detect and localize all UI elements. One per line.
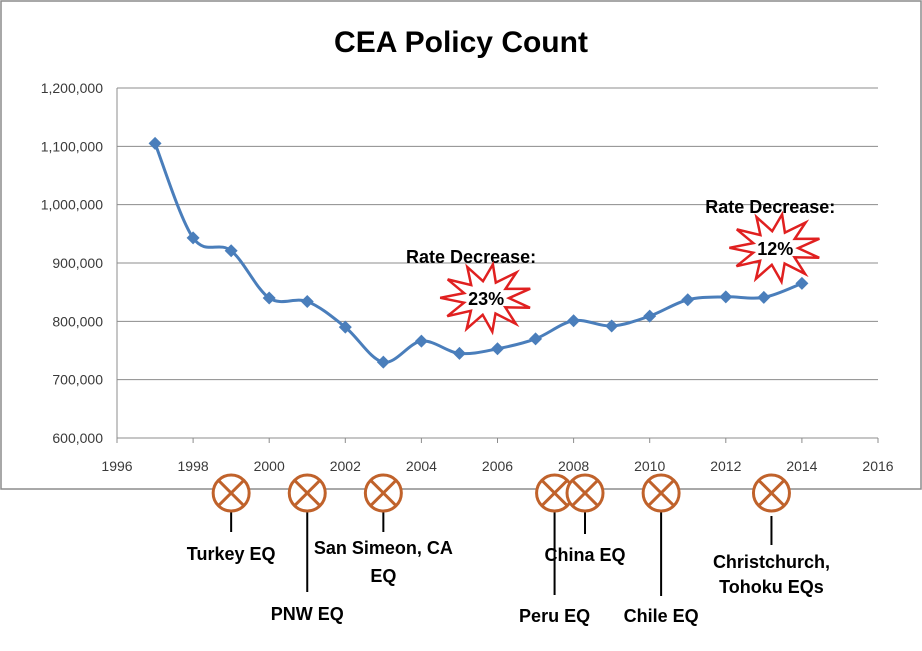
cross-stroke [369, 479, 398, 507]
x-tick-label: 2010 [634, 458, 665, 474]
x-tick-label: 1996 [101, 458, 132, 474]
rate-decrease-percent: 23% [468, 289, 504, 309]
x-tick-label: 2004 [406, 458, 437, 474]
x-tick-label: 2016 [862, 458, 893, 474]
data-point [376, 355, 390, 369]
data-point [262, 291, 276, 305]
chart-title: CEA Policy Count [334, 26, 588, 59]
y-tick-label: 800,000 [52, 313, 103, 329]
earthquake-label: Turkey EQ [187, 544, 276, 564]
x-tick-label: 1998 [178, 458, 209, 474]
data-point [719, 290, 733, 304]
gridlines [116, 87, 878, 439]
y-axis-ticks: 600,000 700,000 800,000 900,000 1,000,000 1,1… [41, 80, 104, 446]
y-tick-label: 700,000 [52, 372, 103, 388]
data-point [567, 314, 581, 328]
cross-stroke [540, 479, 569, 507]
earthquake-marker: Christchurch, Tohoku EQs [713, 473, 830, 597]
rate-decrease-percent: 12% [757, 239, 793, 259]
earthquake-label: EQ [370, 566, 396, 586]
data-point [148, 136, 162, 150]
earthquake-marker: Chile EQ [624, 473, 699, 626]
y-tick-label: 1,200,000 [41, 80, 103, 96]
y-tick-label: 1,100,000 [41, 138, 103, 154]
x-tick-label: 2014 [786, 458, 817, 474]
data-point [452, 346, 466, 360]
earthquake-marker: China EQ [545, 473, 626, 565]
earthquake-markers: Turkey EQ PNW EQ San Simeon, CA EQ Peru EQ Ch… [187, 473, 830, 626]
data-point [224, 244, 238, 258]
earthquake-label: San Simeon, CA [314, 538, 453, 558]
annotations-layer: Rate Decrease: 23% Rate Decrease: 12% [406, 197, 835, 336]
starburst-shape [439, 260, 531, 336]
data-point [300, 295, 314, 308]
earthquake-label: Chile EQ [624, 606, 699, 626]
x-axis-ticks: 1996 1998 2000 2002 2004 2006 2008 2010 2012 2014… [101, 438, 894, 474]
cross-stroke [217, 479, 245, 507]
data-point [186, 231, 200, 245]
earthquake-label: China EQ [545, 545, 626, 565]
earthquake-label: Peru EQ [519, 606, 590, 626]
data-point [414, 334, 428, 348]
data-point [491, 342, 504, 356]
x-tick-label: 2012 [710, 458, 741, 474]
cross-stroke [647, 479, 675, 507]
rate-decrease-label: Rate Decrease: [406, 247, 536, 267]
y-tick-label: 900,000 [52, 255, 103, 271]
series-layer [148, 136, 809, 369]
data-point [605, 319, 619, 333]
earthquake-marker: PNW EQ [271, 473, 344, 624]
earthquake-marker: Turkey EQ [187, 473, 276, 564]
data-point [338, 320, 352, 334]
cross-stroke [293, 479, 322, 507]
data-point [795, 276, 809, 290]
cross-stroke [757, 479, 786, 507]
earthquake-marker: San Simeon, CA EQ [314, 473, 453, 586]
earthquake-label: Christchurch, [713, 552, 830, 572]
earthquake-label: PNW EQ [271, 604, 344, 624]
data-point [757, 290, 771, 304]
data-point [529, 332, 543, 346]
y-tick-label: 1,000,000 [41, 197, 103, 213]
y-tick-label: 600,000 [52, 430, 103, 446]
x-tick-label: 2006 [482, 458, 513, 474]
earthquake-label: Tohoku EQs [719, 577, 824, 597]
data-point [681, 293, 695, 307]
starburst-shape [729, 210, 820, 286]
rate-decrease-label: Rate Decrease: [705, 197, 835, 217]
x-tick-label: 2000 [254, 458, 285, 474]
data-point [643, 309, 657, 323]
x-tick-label: 2002 [330, 458, 361, 474]
cross-stroke [571, 479, 599, 507]
x-tick-label: 2008 [558, 458, 589, 474]
